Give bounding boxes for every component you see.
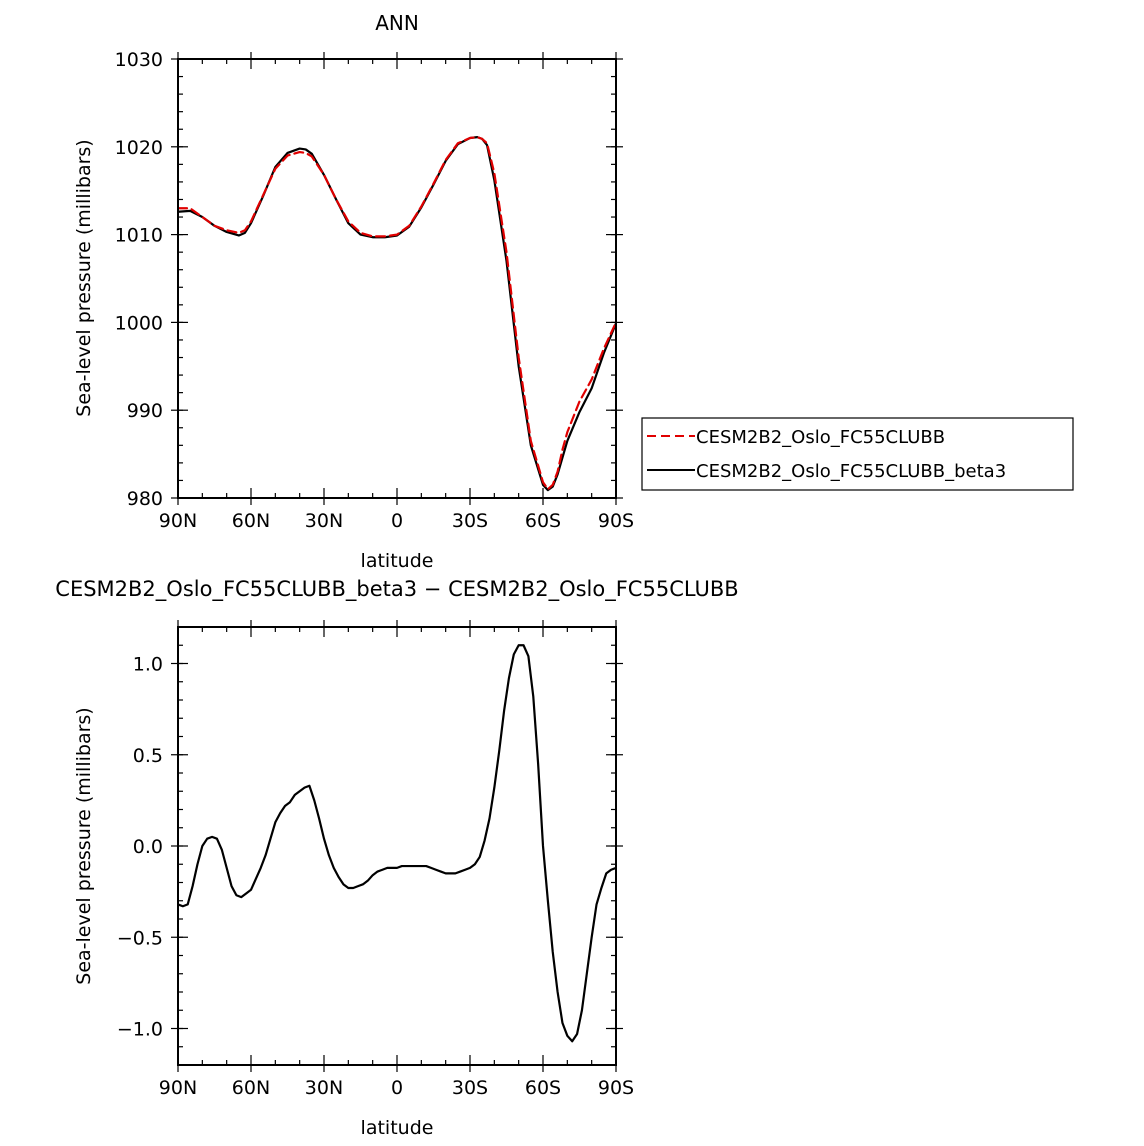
x-tick-label: 0 [391,510,403,532]
series-line [178,136,616,491]
y-axis-label: Sea-level pressure (millibars) [73,707,95,984]
x-tick-label: 60N [232,510,270,532]
x-tick-label: 0 [391,1077,403,1099]
y-tick-label: 1.0 [133,654,163,676]
y-tick-label: 0.0 [133,836,163,858]
y-tick-label: 1010 [115,225,163,247]
x-tick-labels: 90N 60N 30N 0 30S 60S 90S [159,1077,634,1099]
y-tick-label: 980 [127,488,163,510]
x-tick-label: 30N [305,1077,343,1099]
x-axis-label: latitude [361,1117,434,1139]
series-line [178,644,616,1043]
y-tick-labels: 980 990 1000 1010 1020 1030 [115,49,163,510]
y-tick-label: 990 [127,400,163,422]
x-tick-labels: 90N 60N 30N 0 30S 60S 90S [159,510,634,532]
x-tick-label: 60S [525,510,561,532]
axis-ticks [171,52,623,505]
x-tick-label: 90N [159,1077,197,1099]
x-tick-label: 30N [305,510,343,532]
y-tick-label: −1.0 [117,1019,163,1041]
y-tick-label: 1020 [115,137,163,159]
plot-lines [178,136,616,492]
legend-label-1: CESM2B2_Oslo_FC55CLUBB [696,427,945,448]
x-tick-label: 90N [159,510,197,532]
y-axis-label: Sea-level pressure (millibars) [73,139,95,416]
legend: CESM2B2_Oslo_FC55CLUBB CESM2B2_Oslo_FC55… [641,417,1074,491]
legend-box [641,417,1074,491]
x-tick-label: 30S [452,510,488,532]
x-tick-label: 30S [452,1077,488,1099]
y-tick-label: −0.5 [117,927,163,949]
panel-bottom: CESM2B2_Oslo_FC55CLUBB_beta3 − CESM2B2_O… [55,577,738,1139]
y-tick-label: 1030 [115,49,163,71]
y-tick-labels: −1.0 −0.5 0.0 0.5 1.0 [117,654,163,1041]
chart-title: CESM2B2_Oslo_FC55CLUBB_beta3 − CESM2B2_O… [55,577,738,602]
y-tick-label: 0.5 [133,745,163,767]
plot-lines [178,644,616,1043]
x-tick-label: 60S [525,1077,561,1099]
legend-label-2: CESM2B2_Oslo_FC55CLUBB_beta3 [696,461,1006,482]
x-tick-label: 90S [598,510,634,532]
x-tick-label: 60N [232,1077,270,1099]
plot-frame [177,58,617,499]
x-tick-label: 90S [598,1077,634,1099]
panel-top: ANN 980 990 1000 1010 1020 1030 90N 60N 30N 0 30S… [73,11,1074,572]
series-line [178,136,616,492]
chart-title: ANN [375,11,419,35]
axis-ticks [171,620,623,1072]
y-tick-label: 1000 [115,312,163,334]
plot-frame [177,626,617,1066]
x-axis-label: latitude [361,550,434,572]
